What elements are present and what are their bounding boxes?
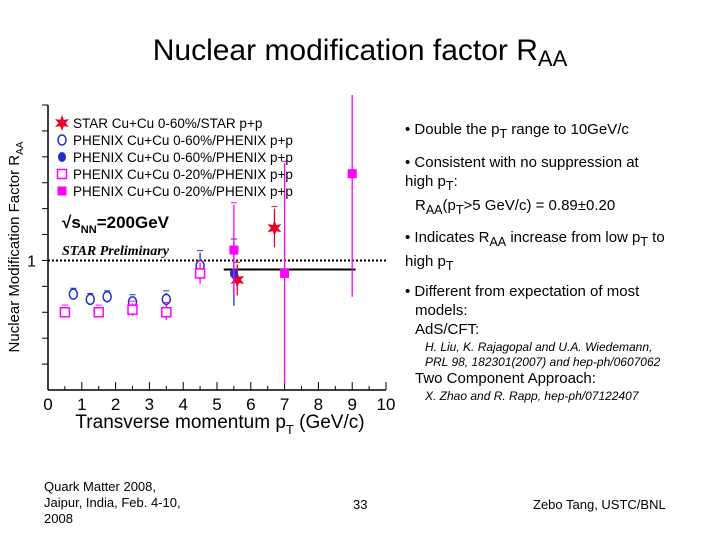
bullet-text: R	[415, 197, 426, 214]
bullet-line: RAA(pT>5 GeV/c) = 0.89±0.20	[405, 196, 705, 220]
bullet-text: • Indicates R	[405, 229, 490, 246]
data-point	[161, 293, 172, 306]
energy-label-sqrt: √s	[62, 213, 81, 232]
footer-conference: Quark Matter 2008, Jaipur, India, Feb. 4…	[44, 479, 181, 527]
data-point	[229, 245, 239, 255]
x-tick-label: 8	[314, 395, 323, 414]
legend-label: PHENIX Cu+Cu 0-20%/PHENIX p+p	[73, 184, 293, 199]
data-point	[280, 268, 290, 278]
x-axis-label-text: Transverse momentum p	[75, 412, 285, 433]
legend-label: PHENIX Cu+Cu 0-60%/PHENIX p+p	[73, 133, 293, 148]
data-point	[161, 307, 172, 318]
preliminary-label: STAR Preliminary	[62, 244, 170, 259]
legend-label: PHENIX Cu+Cu 0-20%/PHENIX p+p	[73, 167, 293, 182]
y-tick-label: 1	[27, 253, 36, 270]
x-tick-label: 6	[246, 395, 255, 414]
legend-marker	[58, 152, 66, 162]
reference-line: PRL 98, 182301(2007) and hep-ph/0607062	[425, 355, 661, 369]
bullet-sub: T	[455, 203, 464, 217]
bullet-sub: T	[640, 235, 649, 249]
bullet-text: (p	[442, 197, 456, 214]
x-tick-label: 10	[377, 395, 396, 414]
footer-line: Jaipur, India, Feb. 4-10,	[44, 495, 181, 510]
bullet-no-suppression: • Consistent with no suppression at high…	[405, 153, 705, 220]
bullet-text: high p	[405, 253, 446, 270]
data-point	[267, 220, 282, 237]
bullet-text: • Double the p	[405, 121, 500, 138]
x-tick-label: 2	[111, 395, 120, 414]
legend-label: STAR Cu+Cu 0-60%/STAR p+p	[73, 116, 262, 131]
x-tick-label: 9	[347, 395, 356, 414]
bullet-text: >5 GeV/c) = 0.89±0.20	[463, 197, 616, 214]
bullet-raa-increase: • Indicates RAA increase from low pT to …	[405, 228, 705, 276]
x-tick-label: 0	[43, 395, 52, 414]
y-axis-label-text: Nuclear Modification Factor R	[6, 155, 23, 353]
x-tick-label: 5	[212, 395, 221, 414]
data-point	[347, 169, 357, 179]
bullet-double-range: • Double the pT range to 10GeV/c	[405, 120, 705, 144]
reference-line: H. Liu, K. Rajagopal and U.A. Wiedemann,	[425, 340, 653, 354]
x-axis-label-sub: T	[286, 422, 294, 437]
bullet-two-component: Two Component Approach:	[415, 369, 715, 388]
slide-title-text: Nuclear modification factor R	[152, 34, 538, 67]
footer-line: 2008	[44, 511, 73, 526]
data-point	[102, 290, 112, 303]
y-axis-label: Nuclear Modification Factor RAA	[6, 141, 26, 352]
reference-two-component: X. Zhao and R. Rapp, hep-ph/07122407	[425, 389, 639, 404]
bullet-line: high pT:	[405, 172, 705, 196]
bullet-text: to	[648, 229, 665, 246]
bullet-sub: AA	[489, 235, 507, 249]
legend-marker	[57, 134, 67, 146]
x-axis-label: Transverse momentum pT (GeV/c)	[75, 412, 364, 437]
bullet-line: AdS/CFT:	[415, 321, 480, 338]
reference-adscft: H. Liu, K. Rajagopal and U.A. Wiedemann,…	[425, 340, 660, 370]
energy-label-sub: NN	[81, 224, 97, 236]
data-point	[59, 307, 71, 318]
data-point	[93, 307, 104, 318]
x-tick-label: 7	[280, 395, 289, 414]
legend-label: PHENIX Cu+Cu 0-60%/PHENIX p+p	[73, 150, 293, 165]
data-point	[230, 271, 245, 288]
bullet-text: increase from low p	[506, 229, 641, 246]
energy-label: √sNN=200GeV	[62, 213, 170, 236]
bullet-line: models:	[415, 302, 468, 319]
energy-label-value: =200GeV	[97, 213, 170, 232]
slide-title-sub: AA	[537, 46, 568, 71]
bullet-text: :	[453, 173, 458, 190]
footer-line: Quark Matter 2008,	[44, 479, 156, 494]
y-axis-label-sub: AA	[15, 141, 26, 155]
data-point	[85, 293, 95, 306]
bullet-text: range to 10GeV/c	[507, 121, 629, 138]
reference-line: X. Zhao and R. Rapp, hep-ph/07122407	[425, 389, 639, 403]
bullet-line: • Different from expectation of most	[405, 283, 640, 300]
legend-marker	[56, 168, 68, 180]
bullet-sub: T	[445, 179, 454, 193]
legend-marker	[57, 186, 67, 196]
bullet-sub: T	[499, 127, 508, 141]
bullet-text: Two Component Approach:	[415, 370, 596, 387]
footer-page-number: 33	[353, 497, 368, 512]
data-point	[127, 304, 138, 315]
bullet-text: high p	[405, 173, 446, 190]
bullet-line: high pT	[405, 252, 705, 276]
data-point	[68, 288, 79, 300]
x-tick-label: 4	[178, 395, 187, 414]
x-tick-label: 1	[77, 395, 86, 414]
legend-marker	[55, 115, 69, 131]
x-axis-label-unit: (GeV/c)	[294, 412, 365, 433]
bullet-line: • Consistent with no suppression at	[405, 154, 639, 171]
footer-author: Zebo Tang, USTC/BNL	[533, 497, 666, 512]
x-tick-label: 3	[145, 395, 154, 414]
bullet-sub: AA	[425, 203, 443, 217]
bullet-sub: T	[445, 259, 454, 273]
data-point	[194, 268, 206, 279]
bullet-models: • Different from expectation of most mod…	[405, 282, 705, 339]
bullet-line: • Indicates RAA increase from low pT to	[405, 228, 705, 252]
slide-title: Nuclear modification factor RAA	[0, 34, 720, 72]
